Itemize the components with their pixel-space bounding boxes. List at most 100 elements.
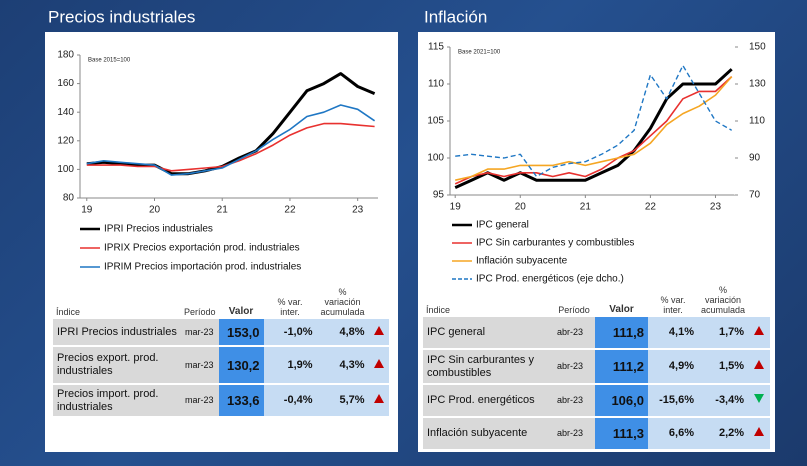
- data-table: Índice Período Valor % var. inter. % variaci…: [53, 285, 389, 418]
- y-tick-label: 100: [57, 164, 74, 175]
- table-cell: Precios import. prod. industriales: [53, 385, 181, 416]
- table-row: IPRI Precios industriales mar-23 153,0 -1,0…: [53, 319, 389, 345]
- legend-label: IPRI Precios industriales: [104, 224, 213, 235]
- trend-cell: [368, 385, 389, 416]
- header-cell: % variación acumulada: [320, 287, 365, 317]
- trend-cell: [368, 319, 389, 345]
- table-cell: IPC Prod. energéticos: [423, 385, 553, 416]
- table-row: Inflación subyacente abr-23 111,3 6,6% 2,2%: [423, 418, 771, 449]
- header-cell: Período: [184, 307, 216, 317]
- trend-icon: [754, 427, 765, 436]
- table-cell: 111,3: [595, 418, 648, 449]
- trend-icon: [754, 394, 765, 403]
- table-cell: 133,6: [218, 385, 264, 416]
- x-tick-label: 23: [352, 205, 364, 216]
- trend-arrow: [373, 325, 384, 335]
- trend-arrow: [754, 326, 765, 335]
- trend-cell: [748, 385, 771, 416]
- header-cell-empty: [748, 285, 770, 315]
- table-row: IPC Prod. energéticos abr-23 106,0 -15,6% -3…: [423, 385, 771, 416]
- series-line: [455, 64, 733, 178]
- series-line: [454, 68, 733, 189]
- legend-label: IPRIX Precios exportación prod. industri…: [104, 243, 300, 254]
- header-row: Índice Período Valor % var. inter. % variaci…: [423, 285, 770, 315]
- trend-icon: [754, 326, 765, 335]
- table-cell: 4,1%: [648, 317, 698, 348]
- header-cell: % var. inter.: [660, 295, 686, 315]
- annotation: Base 2021=100: [458, 50, 501, 56]
- x-tick-label: 21: [217, 205, 229, 216]
- header-cell: Índice: [56, 307, 81, 317]
- header-row: Índice Período Valor % var. inter. % variaci…: [53, 287, 389, 317]
- table-cell: -15,6%: [648, 385, 698, 416]
- header-cell: Período: [558, 305, 590, 315]
- trend-cell: [748, 317, 771, 348]
- table-cell: Precios export. prod. industriales: [53, 347, 181, 383]
- table-cell: 130,2: [218, 347, 264, 383]
- y2-tick-label: 150: [749, 42, 766, 53]
- table-cell: abr-23: [553, 350, 595, 383]
- y2-tick-label: 130: [749, 79, 766, 90]
- table-cell: -1,0%: [263, 319, 317, 345]
- x-tick-label: 20: [515, 202, 527, 213]
- table-cell: IPC general: [423, 317, 553, 348]
- header-cell: Valor: [609, 304, 634, 315]
- x-tick-label: 22: [645, 202, 657, 213]
- y-tick-label: 140: [57, 107, 74, 118]
- data-table: Índice Período Valor % var. inter. % variaci…: [423, 283, 771, 451]
- table-cell: 6,6%: [648, 418, 698, 449]
- table-cell: -0,4%: [263, 385, 317, 416]
- x-tick-label: 19: [81, 205, 93, 216]
- table-cell: 5,7%: [316, 385, 369, 416]
- table-cell: abr-23: [553, 418, 595, 449]
- trend-icon: [373, 325, 384, 335]
- table-cell: 4,8%: [316, 319, 369, 345]
- table-cell: IPC Sin carburantes y combustibles: [423, 350, 553, 383]
- header-cell: % var. inter.: [277, 297, 303, 317]
- table-cell: 106,0: [595, 385, 648, 416]
- y-tick-label: 95: [433, 190, 445, 201]
- x-tick-label: 19: [450, 202, 462, 213]
- x-tick-label: 21: [580, 202, 592, 213]
- series-line: [86, 104, 376, 176]
- annotation: Base 2015=100: [88, 58, 131, 64]
- series-line: [455, 76, 733, 181]
- table-cell: 153,0: [218, 319, 264, 345]
- table-cell: abr-23: [553, 385, 595, 416]
- table-cell: 4,9%: [648, 350, 698, 383]
- series-line: [454, 76, 733, 185]
- trend-arrow: [754, 360, 765, 369]
- table-cell: 4,3%: [316, 347, 369, 383]
- table-cell: Inflación subyacente: [423, 418, 553, 449]
- table-cell: 1,5%: [698, 350, 749, 383]
- header-cell: Valor: [228, 306, 254, 317]
- table-cell: mar-23: [181, 319, 219, 345]
- series-line: [86, 72, 376, 176]
- y-tick-label: 180: [57, 50, 74, 61]
- y-tick-label: 80: [63, 193, 75, 204]
- table-row: IPC Sin carburantes y combustibles abr-23…: [423, 350, 771, 383]
- trend-icon: [373, 394, 384, 403]
- table-cell: IPRI Precios industriales: [53, 319, 181, 345]
- y-tick-label: 105: [427, 116, 444, 127]
- trend-arrow: [373, 358, 384, 368]
- legend-label: IPC Prod. energéticos (eje dcho.): [476, 274, 624, 285]
- x-tick-label: 23: [710, 202, 722, 213]
- table-row: Precios export. prod. industriales mar-23…: [53, 347, 389, 383]
- trend-cell: [748, 350, 771, 383]
- trend-arrow: [754, 394, 765, 403]
- table-cell: 111,8: [595, 317, 648, 348]
- table-row: Precios import. prod. industriales mar-23…: [53, 385, 389, 416]
- table-cell: 1,9%: [263, 347, 317, 383]
- y-tick-label: 160: [57, 78, 74, 89]
- x-tick-label: 20: [149, 205, 161, 216]
- legend-label: IPRIM Precios importación prod. industri…: [104, 262, 301, 273]
- chart-title: Inflación: [424, 7, 487, 26]
- legend-label: Inflación subyacente: [476, 256, 568, 267]
- y-tick-label: 110: [428, 79, 444, 90]
- table-cell: 2,2%: [698, 418, 749, 449]
- trend-icon: [754, 360, 765, 369]
- table-row: IPC general abr-23 111,8 4,1% 1,7%: [423, 317, 771, 348]
